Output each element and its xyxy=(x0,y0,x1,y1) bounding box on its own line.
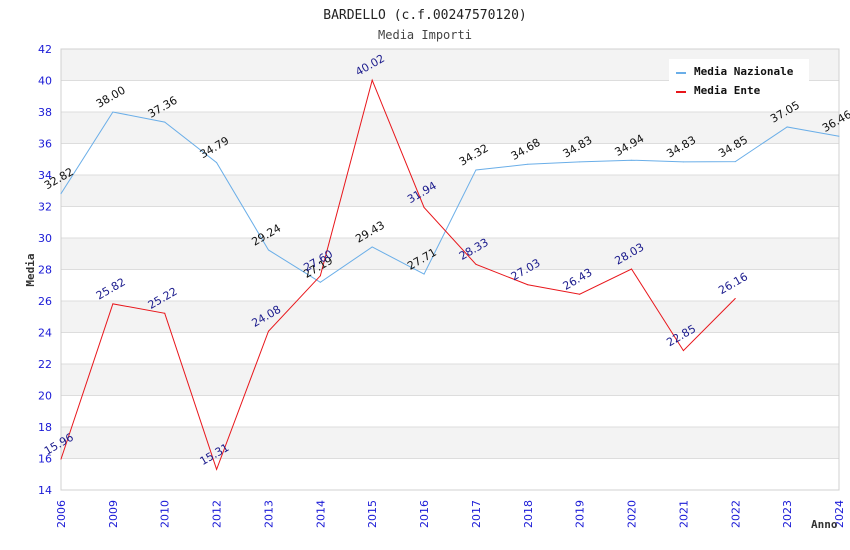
x-tick-label: 2018 xyxy=(522,500,535,528)
data-point-media-ente xyxy=(60,458,62,460)
data-label-media-nazionale: 38.00 xyxy=(94,84,128,111)
y-tick-label: 36 xyxy=(38,138,52,151)
y-tick-label: 32 xyxy=(38,201,52,214)
x-tick-label: 2014 xyxy=(314,500,327,528)
data-point-media-ente xyxy=(112,303,114,305)
y-tick-label: 18 xyxy=(38,421,52,434)
data-point-media-nazionale xyxy=(319,281,321,283)
grid-band xyxy=(61,427,839,459)
data-point-media-nazionale xyxy=(423,273,425,275)
y-tick-label: 34 xyxy=(38,169,52,182)
y-axis-ticks: 14 16 18 20 22 24 26 28 30 32 34 36 38 40 42 xyxy=(38,43,52,497)
data-point-media-ente xyxy=(216,468,218,470)
x-tick-label: 2013 xyxy=(262,500,275,528)
x-tick-label: 2012 xyxy=(211,500,224,528)
data-point-media-nazionale xyxy=(475,169,477,171)
data-point-media-nazionale xyxy=(371,246,373,248)
data-label-media-nazionale: 34.32 xyxy=(457,142,491,169)
data-point-media-nazionale xyxy=(734,161,736,163)
background-bands xyxy=(61,49,839,459)
grid-band xyxy=(61,301,839,333)
x-tick-label: 2020 xyxy=(626,500,639,528)
chart-subtitle: Media Importi xyxy=(378,28,472,42)
data-point-media-nazionale xyxy=(216,162,218,164)
legend-label-media-nazionale: Media Nazionale xyxy=(694,65,794,78)
y-tick-label: 26 xyxy=(38,295,52,308)
x-tick-label: 2019 xyxy=(574,500,587,528)
x-tick-label: 2023 xyxy=(781,500,794,528)
y-tick-label: 20 xyxy=(38,390,52,403)
data-point-media-ente xyxy=(631,268,633,270)
y-tick-label: 42 xyxy=(38,43,52,56)
data-point-media-nazionale xyxy=(682,161,684,163)
y-tick-label: 22 xyxy=(38,358,52,371)
y-tick-label: 30 xyxy=(38,232,52,245)
data-point-media-ente xyxy=(423,206,425,208)
plot-frame xyxy=(60,48,840,491)
legend-box xyxy=(669,59,809,101)
data-point-media-nazionale xyxy=(838,135,840,137)
data-point-media-ente xyxy=(527,284,529,286)
x-tick-label: 2024 xyxy=(833,500,846,528)
data-point-media-ente xyxy=(734,297,736,299)
data-label-media-ente: 25.82 xyxy=(94,275,128,302)
y-tick-label: 38 xyxy=(38,106,52,119)
x-axis-ticks: 2006 2009 2010 2012 2013 2014 2015 2016 2017 2018… xyxy=(55,500,846,528)
data-point-media-nazionale xyxy=(527,163,529,165)
grid-band xyxy=(61,364,839,396)
data-point-media-nazionale xyxy=(786,126,788,128)
data-point-media-ente xyxy=(164,312,166,314)
grid-band xyxy=(61,238,839,270)
grid-band xyxy=(61,112,839,144)
data-point-media-ente xyxy=(267,330,269,332)
series-line-media-nazionale xyxy=(60,111,840,283)
series-lines xyxy=(60,78,840,471)
series-line-media-ente xyxy=(60,78,736,471)
y-tick-label: 40 xyxy=(38,75,52,88)
y-tick-label: 24 xyxy=(38,327,52,340)
x-tick-label: 2009 xyxy=(107,500,120,528)
grid-band xyxy=(61,175,839,207)
data-point-media-nazionale xyxy=(579,161,581,163)
data-point-media-ente xyxy=(579,293,581,295)
data-point-media-nazionale xyxy=(164,121,166,123)
x-tick-label: 2015 xyxy=(366,500,379,528)
x-tick-label: 2016 xyxy=(418,500,431,528)
data-point-media-ente xyxy=(682,350,684,352)
x-tick-label: 2021 xyxy=(677,500,690,528)
y-tick-label: 28 xyxy=(38,264,52,277)
y-axis-label: Media xyxy=(24,253,37,286)
x-tick-label: 2017 xyxy=(470,500,483,528)
x-tick-label: 2010 xyxy=(159,500,172,528)
data-point-media-nazionale xyxy=(631,159,633,161)
y-tick-label: 14 xyxy=(38,484,52,497)
data-point-media-ente xyxy=(475,263,477,265)
legend: Media Nazionale Media Ente xyxy=(669,59,809,101)
y-tick-label: 16 xyxy=(38,453,52,466)
data-point-media-ente xyxy=(371,79,373,81)
data-point-media-ente xyxy=(319,275,321,277)
chart-title: BARDELLO (c.f.00247570120) xyxy=(323,8,527,23)
x-axis-label: Anno xyxy=(811,518,838,531)
x-tick-label: 2006 xyxy=(55,500,68,528)
data-point-media-nazionale xyxy=(112,111,114,113)
data-point-media-nazionale xyxy=(60,193,62,195)
data-point-media-nazionale xyxy=(267,249,269,251)
legend-label-media-ente: Media Ente xyxy=(694,84,761,97)
data-label-media-ente: 26.16 xyxy=(716,270,750,297)
x-tick-label: 2022 xyxy=(729,500,742,528)
